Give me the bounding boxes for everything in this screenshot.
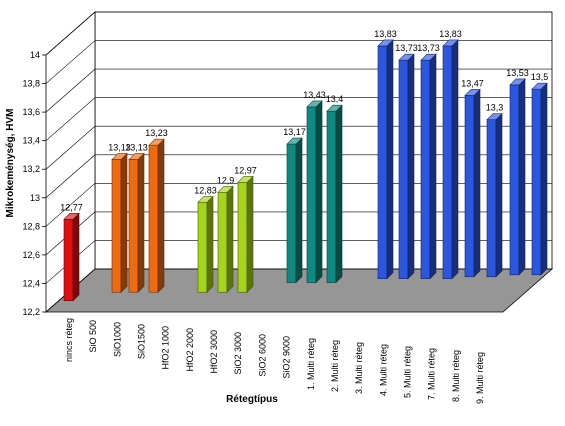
category-label: nincs réteg: [64, 318, 74, 362]
value-label: 13,83: [374, 29, 397, 39]
bar: [420, 53, 437, 280]
value-label: 13,17: [283, 127, 306, 137]
value-label: 13,4: [326, 94, 344, 104]
category-label: SiO2 3000: [233, 332, 243, 375]
category-label: SiO2 9000: [282, 336, 292, 379]
gridline-side: [45, 183, 96, 227]
y-tick-label: 13,2: [22, 164, 40, 174]
bar: [217, 185, 234, 293]
bar: [442, 39, 459, 280]
bar: [148, 138, 165, 293]
category-label: 7. Multi réteg: [427, 348, 437, 400]
y-tick-label: 13,4: [22, 136, 40, 146]
category-label: HfO2 2000: [185, 328, 195, 372]
y-tick-label: 13: [30, 193, 40, 203]
category-label: 3. Multi réteg: [354, 342, 364, 394]
value-label: 12,83: [194, 185, 217, 195]
category-label: 8. Multi réteg: [451, 350, 461, 402]
category-label: HfO2 3000: [209, 330, 219, 374]
bars: [63, 39, 548, 302]
category-label: SiO2 6000: [257, 334, 267, 377]
gridline-side: [45, 125, 96, 170]
y-tick-label: 12,4: [22, 278, 40, 288]
y-tick-label: 12,6: [22, 250, 40, 260]
value-label: 13,47: [461, 78, 484, 88]
bar: [286, 137, 303, 284]
category-label: HfO2 1000: [161, 326, 171, 370]
bar: [377, 39, 394, 280]
y-tick-label: 14: [30, 50, 40, 60]
gridline-side: [45, 68, 96, 113]
value-label: 13,53: [506, 68, 529, 78]
value-label: 13,43: [303, 90, 326, 100]
y-axis-title: Mikrokeménység, HVM: [5, 109, 16, 218]
value-label: 13,23: [145, 128, 168, 138]
bar: [509, 78, 526, 276]
value-label: 13,3: [486, 103, 504, 113]
value-label: 13,13: [125, 142, 148, 152]
value-label: 12,77: [60, 202, 83, 212]
gridline-side: [45, 11, 96, 56]
gridline-side: [45, 97, 96, 141]
gridline-side: [45, 40, 96, 84]
y-tick-label: 12,8: [22, 221, 40, 231]
gridline-side: [45, 154, 96, 199]
value-label: 13,73: [395, 43, 418, 53]
value-label: 12,97: [234, 165, 257, 175]
value-label: 13,83: [439, 29, 462, 39]
category-label: SiO1500: [137, 324, 147, 359]
category-label: 1. Multi réteg: [306, 338, 316, 390]
category-label: 5. Multi réteg: [402, 346, 412, 398]
category-label: 2. Multi réteg: [330, 340, 340, 392]
bar: [197, 195, 214, 293]
y-tick-label: 12,2: [22, 307, 40, 317]
category-label: 9. Multi réteg: [475, 352, 485, 404]
bar: [111, 152, 128, 293]
y-tick-label: 13,6: [22, 107, 40, 117]
category-label: SiO1000: [112, 322, 122, 357]
bar: [486, 112, 503, 278]
value-label: 13,5: [531, 72, 549, 82]
category-label: SiO 500: [88, 320, 98, 353]
category-label: 4. Multi réteg: [378, 344, 388, 396]
bar: [398, 53, 415, 280]
bar: [63, 212, 80, 302]
bar: [306, 100, 323, 284]
bar: [464, 88, 481, 278]
category-labels: nincs réteg SiO 500 SiO1000 SiO1500 HfO2 100…: [64, 318, 485, 404]
value-label: 13,73: [417, 43, 440, 53]
value-label: 12,9: [217, 175, 235, 185]
bar: [237, 175, 254, 293]
y-tick-label: 13,8: [22, 79, 40, 89]
bar: [128, 152, 145, 293]
y-tick-labels: 12,2 12,4 12,6 12,8 13 13,2 13,4 13,6 13,8 14: [22, 50, 40, 317]
bar: [531, 82, 548, 276]
x-axis-title: Rétegtípus: [226, 394, 278, 405]
value-label: 13,13: [108, 142, 131, 152]
bar: [326, 104, 343, 284]
